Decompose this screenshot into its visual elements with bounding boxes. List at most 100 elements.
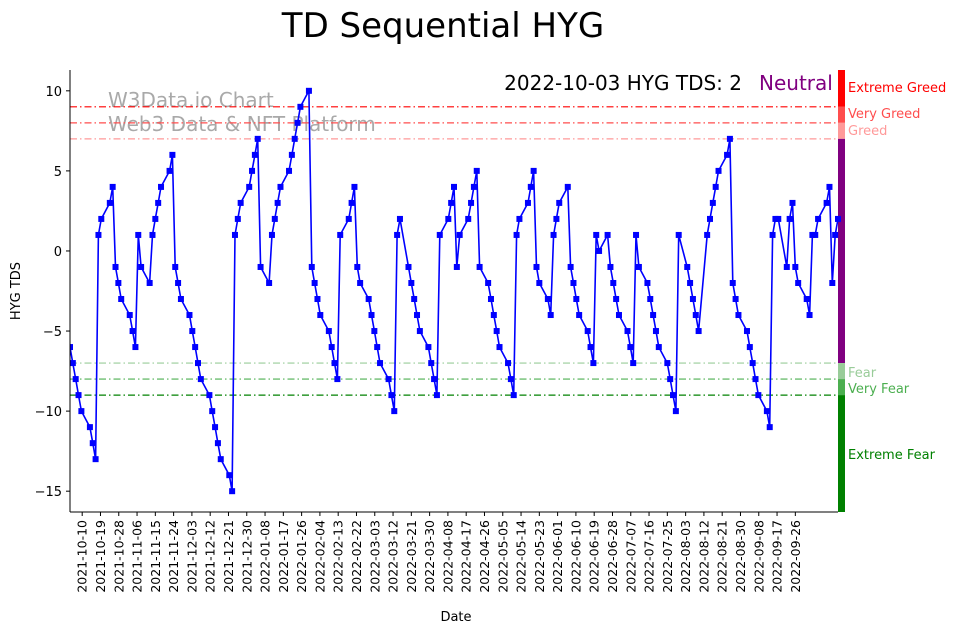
data-point-192 [829,279,836,286]
data-point-2 [72,376,79,383]
x-tick-label-26: 2022-06-01 [550,520,565,593]
data-point-54 [277,183,284,190]
data-point-64 [317,312,324,319]
data-point-106 [487,296,494,303]
data-point-53 [274,199,281,206]
data-point-137 [610,279,617,286]
x-tick-label-1: 2021-10-19 [93,520,108,593]
data-point-3 [75,392,82,399]
data-point-135 [604,231,611,238]
data-point-139 [615,312,622,319]
data-point-11 [109,183,116,190]
x-tick-label-27: 2022-06-10 [568,520,583,593]
data-point-22 [152,215,159,222]
data-point-75 [365,296,372,303]
data-point-164 [715,167,722,174]
data-point-153 [672,408,679,415]
sentiment-band-1 [838,106,845,123]
x-tick-label-32: 2022-07-25 [660,520,675,593]
data-point-85 [405,263,412,270]
x-tick-label-24: 2022-05-14 [514,520,529,593]
data-point-88 [414,312,421,319]
sentiment-label-1: Very Greed [848,107,920,122]
data-point-58 [294,119,301,126]
data-point-79 [377,360,384,367]
data-point-134 [596,247,603,254]
data-point-57 [291,135,298,142]
data-point-72 [351,183,358,190]
data-point-8 [95,231,102,238]
data-point-93 [433,392,440,399]
data-point-94 [436,231,443,238]
data-point-111 [507,376,514,383]
data-point-126 [567,263,574,270]
data-point-38 [214,440,221,447]
data-point-59 [297,103,304,110]
x-tick-label-13: 2022-02-04 [312,520,327,593]
sentiment-band-3 [838,138,845,364]
data-point-157 [689,296,696,303]
data-point-40 [226,472,233,479]
data-point-121 [547,312,554,319]
data-point-168 [732,296,739,303]
latest-value-label: 2022-10-03 HYG TDS: 2 [504,71,742,95]
data-point-68 [334,376,341,383]
x-tick-label-23: 2022-05-05 [495,520,510,593]
data-point-193 [832,231,839,238]
data-point-177 [769,231,776,238]
data-point-116 [527,183,534,190]
data-point-169 [735,312,742,319]
x-tick-label-8: 2021-12-21 [221,520,236,593]
data-point-89 [416,328,423,335]
data-point-17 [132,344,139,351]
x-tick-label-33: 2022-08-03 [678,520,693,593]
data-point-115 [524,199,531,206]
data-point-78 [374,344,381,351]
sentiment-band-2 [838,122,845,139]
y-axis-label: HYG TDS [9,262,24,320]
sentiment-label-5: Extreme Fear [848,448,936,463]
x-tick-label-9: 2021-12-30 [239,520,254,593]
data-point-129 [576,312,583,319]
data-point-42 [231,231,238,238]
data-point-33 [195,360,201,367]
data-point-124 [556,199,563,206]
sentiment-band-0 [838,70,845,107]
threshold-lines [70,106,838,396]
x-tick-label-2: 2021-10-28 [111,520,126,593]
sentiment-band-5 [838,379,845,396]
data-point-43 [234,215,241,222]
data-point-109 [496,344,503,351]
data-point-80 [385,376,392,383]
x-tick-label-28: 2022-06-19 [587,520,602,593]
data-point-158 [692,312,699,319]
data-point-45 [246,183,253,190]
data-point-138 [613,296,620,303]
data-point-63 [314,296,321,303]
data-point-154 [675,231,682,238]
sentiment-bar [838,70,845,512]
data-point-19 [138,263,145,270]
data-point-49 [257,263,264,270]
data-point-108 [493,328,500,335]
data-point-12 [112,263,119,270]
data-point-47 [251,151,258,158]
data-point-16 [129,328,136,335]
data-point-29 [177,296,184,303]
watermark: W3Data.io Chart Web3 Data & NFT Platform [108,88,376,136]
data-point-155 [684,263,691,270]
data-point-5 [86,424,93,431]
data-point-159 [695,328,702,335]
data-point-125 [564,183,571,190]
data-point-77 [371,328,378,335]
data-point-133 [593,231,600,238]
data-point-132 [590,360,597,367]
data-point-183 [792,263,799,270]
x-tick-label-37: 2022-09-08 [751,520,766,593]
data-point-120 [544,296,551,303]
data-point-61 [308,263,315,270]
data-point-76 [368,312,375,319]
data-point-140 [624,328,631,335]
data-point-149 [655,344,662,351]
data-point-118 [533,263,540,270]
